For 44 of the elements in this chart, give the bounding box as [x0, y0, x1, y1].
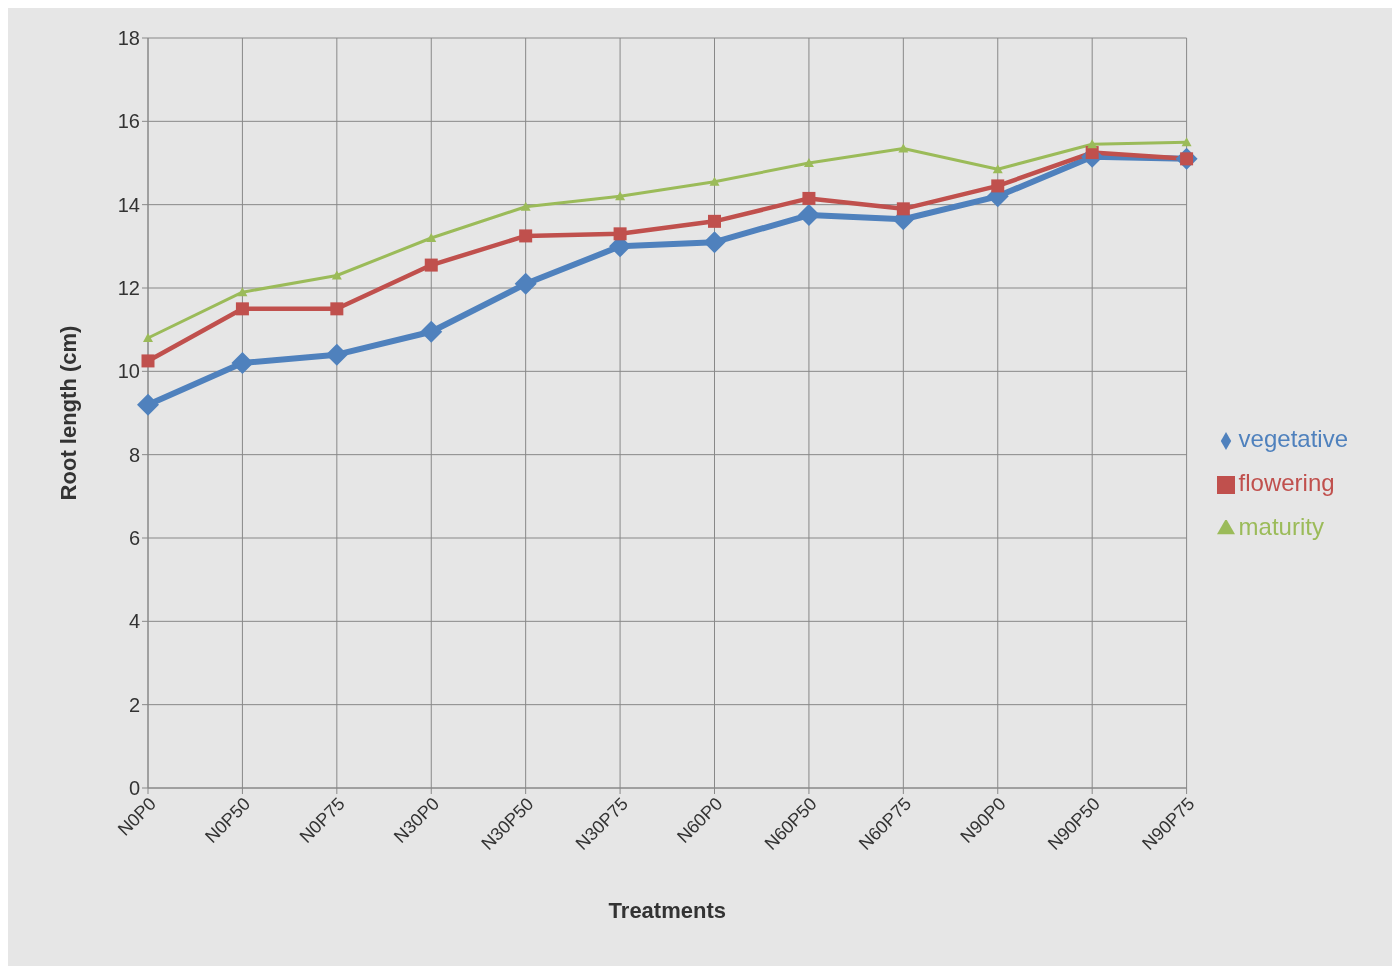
point — [615, 191, 626, 201]
y-tick-label: 4 — [128, 610, 140, 633]
y-tick-label: 6 — [128, 527, 140, 550]
point — [514, 272, 537, 295]
point — [613, 227, 627, 241]
y-tick-label: 18 — [117, 27, 140, 50]
point — [898, 143, 909, 153]
point — [426, 233, 437, 242]
point — [235, 302, 249, 316]
y-tick-label: 14 — [117, 193, 140, 216]
point — [141, 354, 155, 368]
point — [331, 270, 342, 280]
point — [519, 229, 533, 243]
point — [803, 158, 814, 167]
y-tick-label: 0 — [128, 777, 140, 800]
point — [330, 302, 344, 316]
point — [802, 191, 816, 205]
y-tick-label: 10 — [117, 360, 140, 383]
point — [703, 231, 726, 254]
point — [237, 287, 248, 297]
y-axis-title: Root length (cm) — [55, 325, 81, 501]
y-tick-label: 8 — [128, 443, 140, 466]
point — [424, 258, 438, 272]
point — [325, 343, 348, 366]
y-tick-label: 16 — [117, 110, 140, 133]
point — [797, 204, 820, 227]
y-tick-label: 2 — [128, 693, 140, 716]
point — [1087, 139, 1098, 149]
point — [1181, 137, 1192, 147]
legend-label: vegetative — [1238, 425, 1348, 452]
point — [896, 202, 910, 216]
point — [520, 201, 531, 211]
point — [709, 176, 720, 186]
legend-label: maturity — [1238, 513, 1324, 540]
y-tick-label: 12 — [117, 277, 140, 300]
point — [992, 164, 1003, 174]
point — [137, 393, 159, 416]
point — [143, 333, 153, 342]
point — [708, 214, 722, 228]
point — [231, 352, 254, 374]
point — [991, 179, 1005, 193]
legend-label: flowering — [1238, 469, 1335, 496]
point — [420, 320, 443, 343]
x-axis-title: Treatments — [608, 898, 726, 923]
